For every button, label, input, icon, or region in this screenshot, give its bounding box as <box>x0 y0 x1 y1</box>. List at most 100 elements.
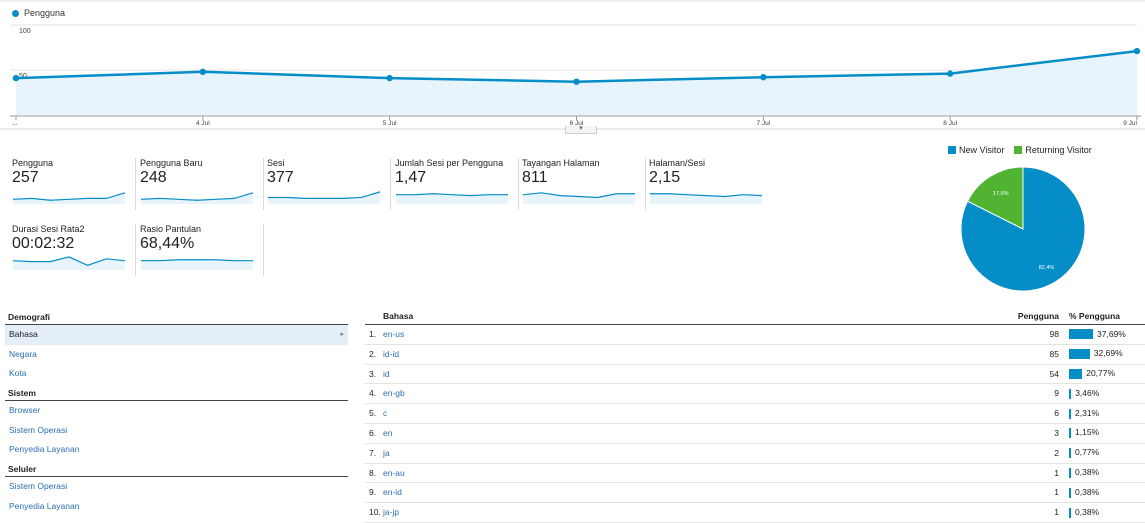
row-language-link[interactable]: en <box>383 427 393 438</box>
row-number: 7. <box>369 447 377 458</box>
legend-swatch-icon <box>1014 146 1023 154</box>
data-point[interactable] <box>12 74 20 82</box>
row-number: 5. <box>369 408 377 419</box>
row-pct: 3,46% <box>1075 387 1100 398</box>
sparkline-area <box>13 192 125 204</box>
metric-card[interactable]: Halaman/Sesi 2,15 <box>649 158 767 210</box>
row-pct-cell: 0,38% <box>1059 464 1145 483</box>
metric-card[interactable]: Pengguna 257 <box>12 158 136 210</box>
row-language-link[interactable]: ja <box>383 447 390 458</box>
row-users: 6 <box>1054 408 1059 419</box>
pie-legend-returning[interactable]: Returning Visitor <box>1014 145 1092 155</box>
pie-slice[interactable] <box>966 166 1024 230</box>
row-language-link[interactable]: id <box>383 368 390 379</box>
metric-value: 811 <box>522 169 548 186</box>
metric-value: 248 <box>140 169 167 186</box>
nav-section-sistem: Sistem <box>5 384 348 402</box>
metric-value: 68,44% <box>140 235 195 252</box>
data-point[interactable] <box>573 78 580 85</box>
table-row: 10. ja-jp 1 0,38% <box>365 503 1145 523</box>
data-point[interactable] <box>760 74 767 81</box>
data-point[interactable] <box>946 70 954 77</box>
nav-item-seluler-penyedia-layanan[interactable]: Penyedia Layanan <box>9 500 80 511</box>
sparkline-line <box>396 193 508 197</box>
pie-legend: New Visitor Returning Visitor <box>948 145 1092 155</box>
pct-bar <box>1069 448 1071 459</box>
nav-item-browser[interactable]: Browser <box>9 405 41 416</box>
column-header-pct-pengguna[interactable]: % Pengguna <box>1069 310 1121 321</box>
pct-bar <box>1069 329 1093 340</box>
row-number: 4. <box>369 388 377 399</box>
sparkline-area <box>523 192 635 204</box>
sparkline-line <box>522 192 635 199</box>
row-language-link[interactable]: en-us <box>383 329 405 339</box>
row-language-link[interactable]: en-gb <box>383 388 405 399</box>
line-chart-legend-label: Pengguna <box>24 8 66 18</box>
sparkline-line <box>140 192 254 201</box>
sparkline-line <box>141 259 253 262</box>
metric-card[interactable]: Tayangan Halaman 811 <box>522 158 646 210</box>
metric-divider <box>263 158 264 210</box>
nav-item-negara[interactable]: Negara <box>9 348 37 359</box>
x-tick-label: 8 Jul <box>943 120 957 127</box>
row-number: 10. <box>369 507 381 518</box>
nav-item-sistem-operasi[interactable]: Sistem Operasi <box>9 424 68 435</box>
row-number: 1. <box>369 329 377 339</box>
metric-card[interactable]: Durasi Sesi Rata2 00:02:32 <box>12 224 136 276</box>
pct-bar <box>1069 507 1071 518</box>
row-language-link[interactable]: id-id <box>383 348 400 359</box>
metric-card[interactable]: Pengguna Baru 248 <box>140 158 264 210</box>
pie-chart-svg: 82,4% 17,6% <box>960 166 1086 292</box>
sparkline-line <box>12 192 126 201</box>
table-row: 1. en-us 98 37,69% <box>365 325 1145 345</box>
row-pct-cell: 0,77% <box>1059 444 1145 463</box>
row-pct: 0,38% <box>1075 506 1100 517</box>
metric-sparkline <box>141 259 253 270</box>
legend-swatch-icon <box>948 146 956 154</box>
line-chart-legend[interactable]: Pengguna <box>12 8 65 18</box>
nav-item-penyedia-layanan[interactable]: Penyedia Layanan <box>9 444 80 455</box>
metric-value: 377 <box>267 169 294 186</box>
row-pct-cell: 32,69% <box>1059 345 1145 364</box>
metric-sparkline <box>140 192 254 204</box>
row-users: 54 <box>1049 368 1059 379</box>
nav-item-bahasa[interactable]: Bahasa ▸ <box>5 325 348 345</box>
chart-collapse-handle[interactable]: ▾ <box>565 125 597 134</box>
pct-bar <box>1069 388 1072 399</box>
data-point[interactable] <box>386 74 393 82</box>
pie-slice-label: 17,6% <box>993 191 1009 197</box>
pct-bar <box>1069 467 1071 478</box>
row-number: 8. <box>369 467 377 478</box>
language-table: Bahasa Pengguna % Pengguna 1. en-us 98 37,6… <box>365 308 1145 523</box>
pie-legend-new[interactable]: New Visitor <box>948 145 1004 155</box>
metric-sparkline <box>12 192 126 204</box>
x-tick-label: 6 Jul <box>570 120 584 127</box>
table-row: 5. c 6 2,31% <box>365 404 1145 424</box>
nav-item-kota[interactable]: Kota <box>9 368 27 379</box>
row-pct: 32,69% <box>1093 348 1123 359</box>
column-header-pengguna[interactable]: Pengguna <box>1017 311 1059 321</box>
x-tick-label: 4 Jul <box>196 120 210 127</box>
dimension-nav: Demografi Bahasa ▸ Negara Kota Sistem Bro… <box>5 308 348 517</box>
metric-card[interactable]: Rasio Pantulan 68,44% <box>140 224 264 276</box>
data-point[interactable] <box>1133 47 1141 55</box>
line-chart-svg: 100 50... 4 Jul 5 Jul 6 Jul 7 Jul 8 Jul 9 Jul <box>0 0 1145 130</box>
pie-slice-label: 82,4% <box>1039 265 1055 271</box>
metric-card[interactable]: Sesi 377 <box>267 158 391 210</box>
chevron-right-icon: ▸ <box>340 331 344 338</box>
data-point[interactable] <box>199 68 207 76</box>
sparkline-line <box>650 193 763 198</box>
row-users: 85 <box>1049 348 1059 359</box>
row-language-link[interactable]: c <box>383 408 388 419</box>
x-tick-label: 9 Jul <box>1123 120 1137 127</box>
row-users: 1 <box>1054 467 1059 478</box>
sparkline-area <box>13 256 125 270</box>
row-language-link[interactable]: ja-jp <box>383 507 400 518</box>
row-language-link[interactable]: en-id <box>383 487 402 498</box>
table-header: Bahasa Pengguna % Pengguna <box>365 308 1145 325</box>
row-pct: 0,38% <box>1075 467 1100 478</box>
nav-item-seluler-sistem-operasi[interactable]: Sistem Operasi <box>9 481 68 492</box>
metric-value: 00:02:32 <box>12 235 75 252</box>
row-language-link[interactable]: en-au <box>383 467 405 478</box>
metric-card[interactable]: Jumlah Sesi per Pengguna 1,47 <box>395 158 519 210</box>
